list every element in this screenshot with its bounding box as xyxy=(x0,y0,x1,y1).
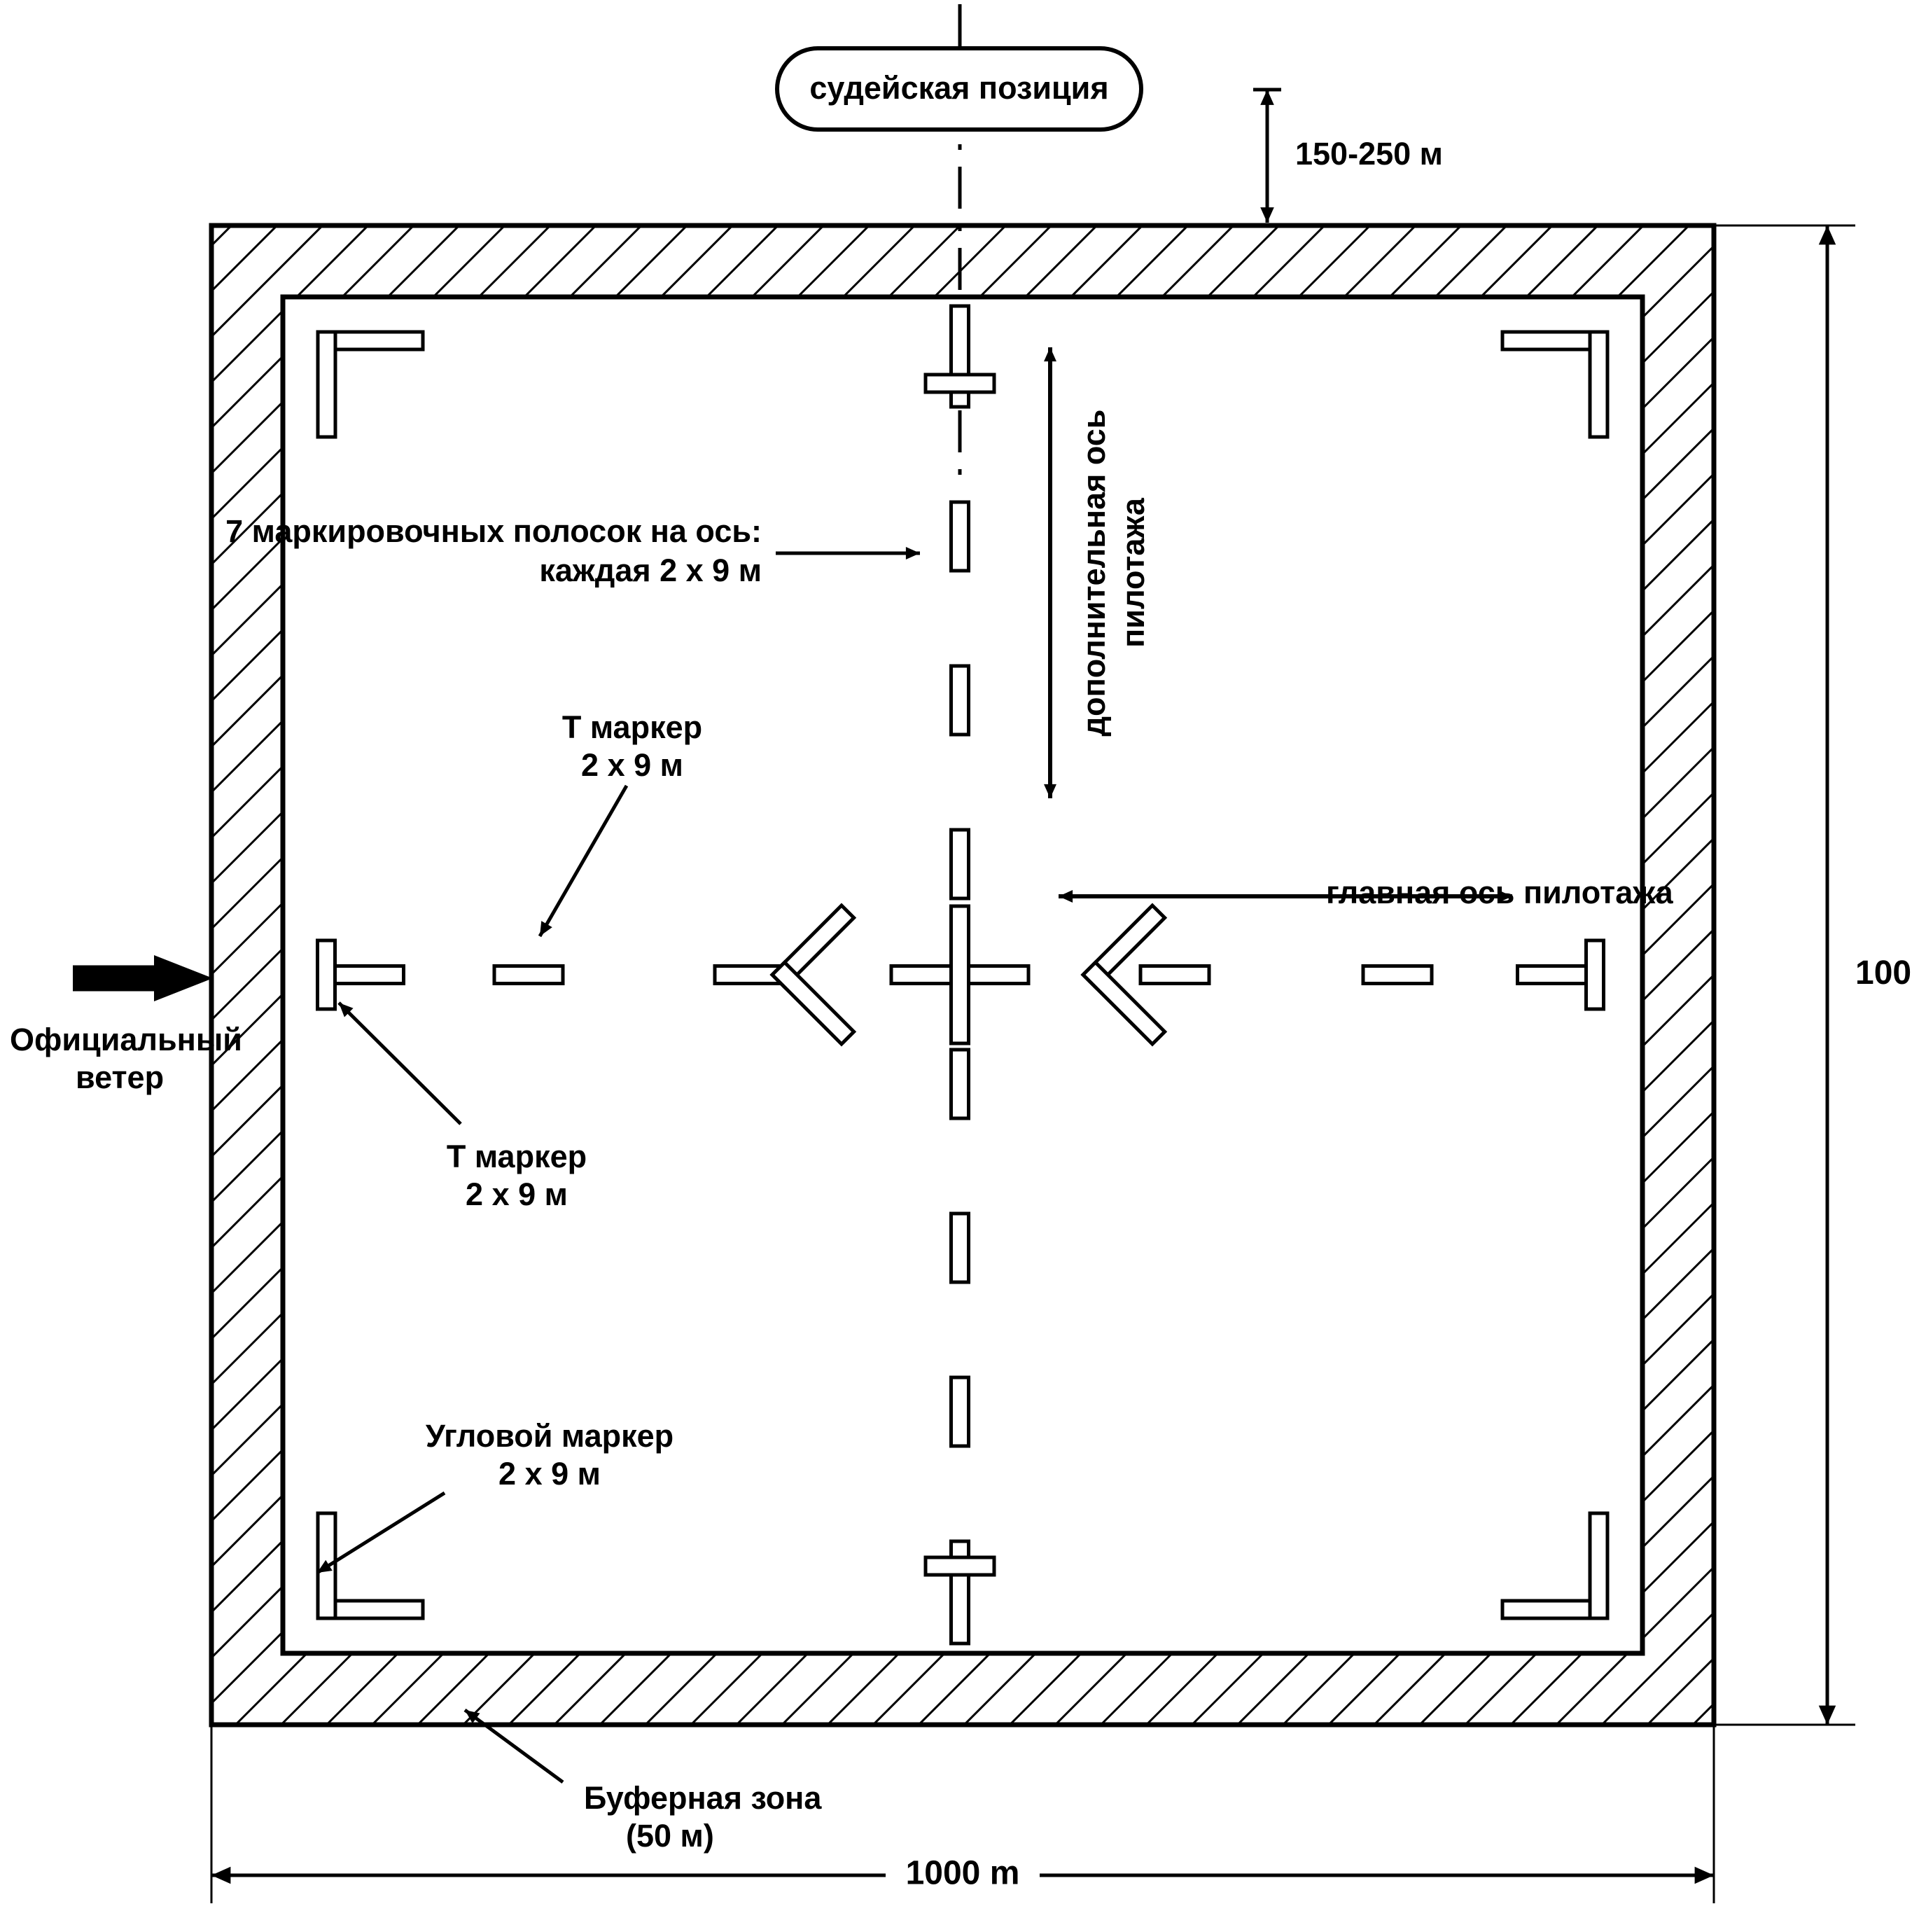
judge-position-label: судейская позиция xyxy=(809,70,1108,106)
dimension-width-label: 1000 m xyxy=(906,1855,1020,1892)
secondary-axis-label-1: дополнительная ось xyxy=(1076,410,1112,737)
center-cross-marker xyxy=(891,906,1028,1043)
callout-strips-l2: каждая 2 x 9 м xyxy=(539,553,762,588)
dimension-width: 1000 m xyxy=(211,1725,1714,1903)
dimension-judge-distance: 150-250 м xyxy=(1253,90,1443,223)
callout-buffer-l1: Буферная зона xyxy=(584,1780,822,1816)
callout-corner-marker: Угловой маркер2 x 9 м xyxy=(317,1418,674,1573)
dimension-height: 1000 m xyxy=(1714,225,1912,1725)
callout-buffer-zone: Буферная зона(50 м) xyxy=(465,1710,822,1854)
main-axis-label: главная ось пилотажа xyxy=(1326,875,1674,910)
callout-strips-l1: 7 маркировочных полосок на ось: xyxy=(225,513,762,549)
callout-t-marker-left: Т маркер2 x 9 м xyxy=(339,1003,587,1212)
judge-position-bubble: судейская позиция xyxy=(777,48,1141,130)
t-marker-right xyxy=(1518,940,1604,1009)
secondary-axis-label-2: пилотажа xyxy=(1115,497,1151,648)
corner-marker-tr xyxy=(1502,332,1607,437)
dimension-height-label: 1000 m xyxy=(1855,954,1912,992)
t-marker-left xyxy=(318,940,404,1009)
corner-marker-bl xyxy=(318,1513,423,1618)
callout-corner-l1: Угловой маркер xyxy=(426,1418,674,1454)
callout-t-left-l2: 2 x 9 м xyxy=(466,1176,568,1212)
secondary-axis-indicator: дополнительная осьпилотажа xyxy=(1044,347,1151,798)
wind-label-2: ветер xyxy=(76,1059,164,1095)
callout-t-left-l1: Т маркер xyxy=(447,1139,587,1174)
t-marker-bottom xyxy=(926,1557,994,1643)
t-marker-top xyxy=(926,306,994,392)
callout-t-top-l1: Т маркер xyxy=(562,709,702,745)
official-wind-arrow: Официальныйветер xyxy=(10,955,242,1095)
corner-marker-br xyxy=(1502,1513,1607,1618)
callout-corner-l2: 2 x 9 м xyxy=(498,1456,601,1492)
callout-t-top-l2: 2 x 9 м xyxy=(581,747,683,783)
callout-t-marker-top: Т маркер2 x 9 м xyxy=(540,709,702,936)
callout-strips: 7 маркировочных полосок на ось: каждая 2 … xyxy=(225,513,920,588)
corner-marker-tl xyxy=(318,332,423,437)
chevron-marker-left xyxy=(772,905,854,1044)
judge-distance-label: 150-250 м xyxy=(1295,136,1443,172)
wind-label-1: Официальный xyxy=(10,1022,242,1057)
callout-buffer-l2: (50 м) xyxy=(626,1818,714,1854)
